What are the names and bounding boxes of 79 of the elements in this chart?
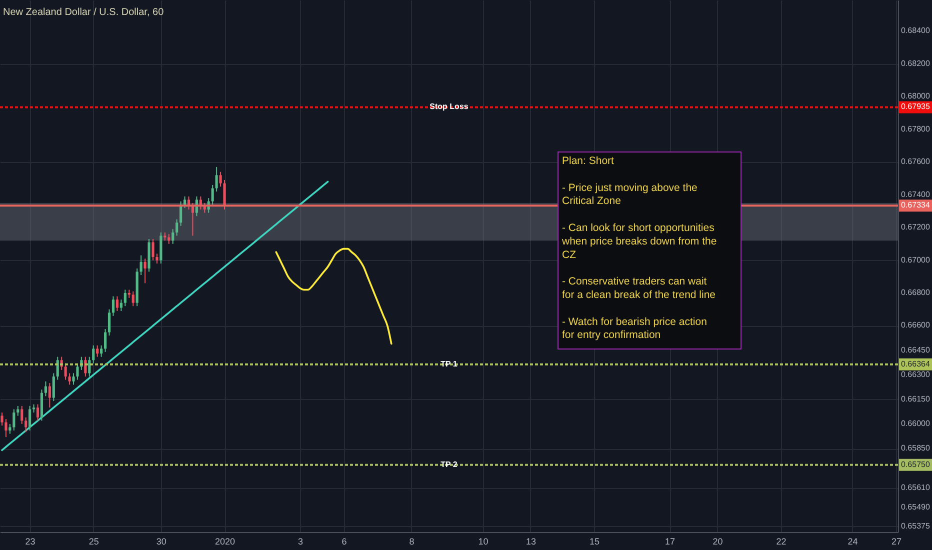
candlestick: [16, 405, 20, 416]
x-tick-label: 13: [526, 536, 536, 546]
x-tick-label: 27: [892, 536, 902, 546]
candlestick: [172, 228, 174, 244]
y-tick-label: 0.66300: [901, 370, 930, 379]
y-tick-label: 0.67935: [901, 102, 930, 112]
y-tick-label: 0.65610: [901, 482, 930, 492]
x-tick-label: 2020: [214, 536, 236, 546]
candlestick: [8, 423, 12, 434]
candlestick: [191, 202, 194, 236]
x-tick-label: 30: [156, 536, 166, 546]
x-tick-label: 10: [478, 536, 488, 546]
candlestick: [36, 404, 40, 422]
y-tick-label: 0.67800: [901, 124, 930, 134]
x-tick-label: 22: [776, 536, 786, 546]
candlestick: [44, 380, 47, 397]
text: New Zealand Dollar / U.S. Dollar, 60: [3, 7, 164, 18]
x-tick-label: 15: [590, 536, 600, 546]
candlestick: [112, 296, 115, 316]
candlestick: [96, 344, 99, 358]
y-tick-label: 0.67400: [901, 190, 930, 199]
y-tick-label: 0.67334: [901, 200, 930, 210]
y-tick-label: 0.65850: [901, 444, 930, 453]
candlestick: [144, 258, 146, 284]
candlestick: [124, 289, 126, 307]
candlestick: [156, 253, 158, 264]
candlestick: [152, 238, 154, 261]
y-tick-label: 0.66450: [901, 345, 930, 354]
y-tick-label: 0.66600: [901, 320, 930, 330]
candlestick: [211, 184, 214, 206]
line-series: [275, 248, 392, 345]
candlestick: [72, 372, 75, 386]
candlestick: [48, 382, 51, 408]
x-tick-label: 23: [25, 536, 36, 546]
candlestick: [68, 372, 71, 386]
candlestick: [28, 405, 32, 432]
candlestick: [215, 166, 218, 192]
x-tick-label: 17: [665, 536, 676, 546]
candlestick: [176, 218, 178, 236]
candlestick: [64, 362, 67, 380]
x-tick-label: 3: [298, 536, 304, 546]
candlestick: [104, 328, 107, 352]
y-tick-label: 0.66364: [901, 359, 930, 368]
candlestick: [20, 405, 24, 424]
candlestick: [100, 344, 103, 358]
x-tick-label: 8: [409, 536, 414, 546]
candlestick: [219, 171, 222, 188]
y-tick-label: 0.68000: [901, 92, 930, 101]
candlestick: [0, 412, 4, 426]
y-tick-label: 0.68200: [901, 58, 930, 68]
candlestick: [76, 362, 79, 380]
candlestick: [24, 416, 28, 433]
y-tick-label: 0.67600: [901, 157, 930, 166]
candlestick: [4, 418, 8, 438]
candlestick: [108, 308, 111, 336]
y-tick-label: 0.67000: [901, 255, 930, 264]
x-tick-label: 6: [342, 536, 347, 546]
y-tick-label: 0.65750: [901, 460, 930, 469]
y-tick-label: 0.67200: [901, 222, 930, 232]
y-tick-label: 0.66800: [901, 288, 930, 298]
candlestick: [92, 344, 95, 364]
x-tick-label: 25: [88, 536, 99, 546]
y-tick-label: 0.65490: [901, 502, 930, 512]
candlestick: [140, 254, 142, 276]
candlestick: [12, 408, 16, 432]
y-tick-label: 0.66000: [901, 418, 930, 428]
y-tick-label: 0.65375: [901, 521, 930, 530]
candlestick: [52, 372, 55, 402]
candlestick: [88, 356, 91, 377]
line-series: [1, 180, 329, 452]
y-tick-label: 0.66150: [901, 394, 930, 404]
candlestick: [183, 196, 186, 208]
x-tick-label: 20: [712, 536, 723, 546]
candlestick: [223, 180, 226, 210]
candlestick: [116, 296, 119, 312]
y-tick-label: 0.68400: [901, 26, 930, 36]
text: Plan: Short - Price just moving above the Critical Zone - Can look for short opportunities when price breaks down from the CZ - Conservative traders can wait for a clean break of the trend line - Watch for bearish price action for entry confirmation: [562, 155, 717, 342]
candlestick: [132, 290, 134, 307]
x-tick-label: 24: [848, 536, 858, 546]
